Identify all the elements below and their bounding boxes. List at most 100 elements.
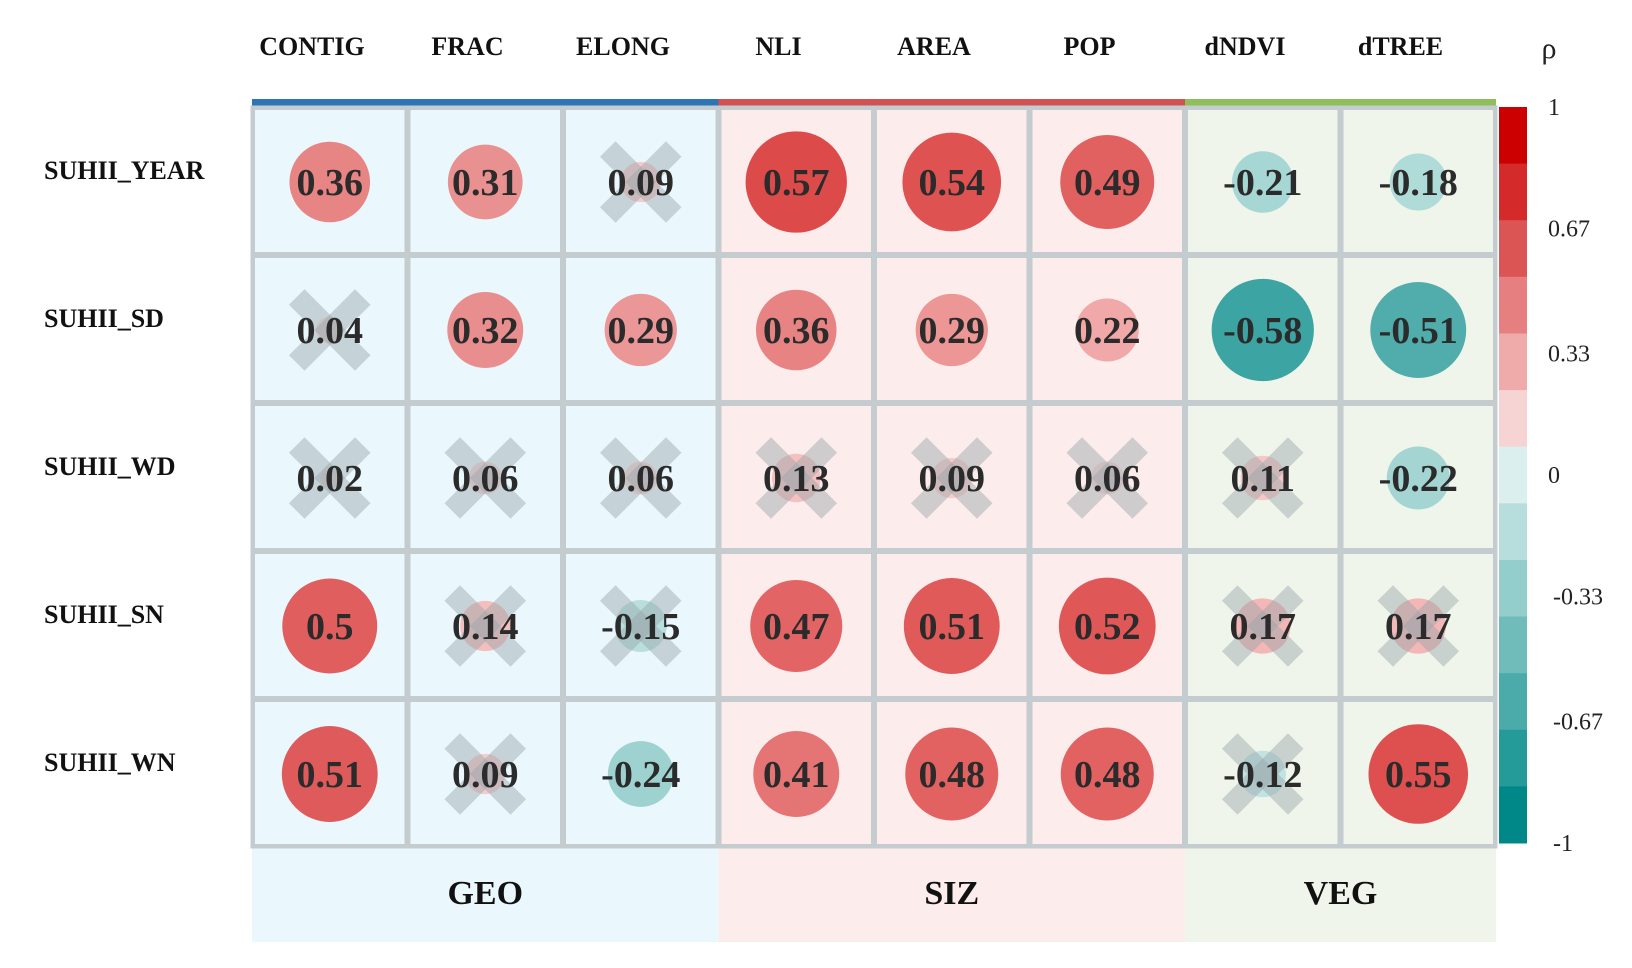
cell-circle — [281, 726, 378, 822]
cell-value-label: 0.11 — [1231, 458, 1295, 500]
cell-circle — [1390, 598, 1446, 654]
cell-circle — [447, 144, 523, 220]
cell-circle — [905, 727, 999, 821]
column-label-pop: POP — [1064, 32, 1116, 61]
not-significant-cross-mark — [1377, 585, 1460, 667]
cell-circle — [604, 293, 677, 367]
colorbar: ρ 1 0.67 0.33 0 -0.33 -0.67 -1 — [1499, 32, 1603, 857]
cell-value-label: 0.48 — [919, 754, 986, 796]
cell-circle — [903, 578, 1000, 674]
cell-border — [874, 551, 1030, 699]
colorbar-segment — [1499, 163, 1527, 221]
group-label-siz: SIZ — [924, 875, 979, 912]
cell-value-label: -0.12 — [1223, 754, 1302, 796]
cell-value-label: 0.54 — [919, 162, 986, 204]
cell-value-label: 0.09 — [452, 754, 519, 796]
not-significant-cross-mark — [1221, 733, 1304, 815]
cell-border — [718, 403, 874, 551]
cell-value-label: 0.57 — [763, 162, 830, 204]
cell-circle — [1058, 577, 1156, 675]
colorbar-segment — [1499, 503, 1527, 561]
colorbar-tick-label: 0.33 — [1548, 342, 1590, 368]
column-label-dndvi: dNDVI — [1205, 32, 1286, 61]
cell-value-label: 0.06 — [608, 458, 675, 500]
cell-value-label: 0.09 — [608, 162, 675, 204]
cell-value-label: 0.06 — [1074, 458, 1141, 500]
colorbar-segment — [1499, 220, 1527, 278]
cell-border — [1185, 255, 1341, 403]
cell-value-label: 0.09 — [919, 458, 986, 500]
not-significant-cross-mark — [599, 585, 682, 667]
not-significant-cross-mark — [1066, 437, 1149, 519]
cell-circle — [745, 131, 847, 233]
not-significant-cross-mark — [288, 289, 371, 371]
cell-value-label: 0.14 — [452, 606, 519, 648]
cell-circle — [750, 579, 843, 673]
cell-value-label: 0.17 — [1385, 606, 1452, 648]
group-color-bars — [252, 99, 1496, 106]
cell-circle — [468, 461, 502, 495]
colorbar-segment — [1499, 559, 1527, 618]
cell-border — [718, 551, 874, 699]
row-label-suhii-year: SUHII_YEAR — [44, 156, 205, 185]
not-significant-cross-mark — [910, 437, 993, 519]
cell-border — [874, 403, 1030, 551]
column-label-area: AREA — [897, 32, 971, 61]
cell-value-label: 0.29 — [608, 310, 675, 352]
cell-circle — [931, 457, 972, 499]
not-significant-cross-mark — [444, 585, 527, 667]
cell-value-label: -0.51 — [1379, 310, 1458, 352]
not-significant-cross-mark — [1221, 585, 1304, 667]
row-label-suhii-wd: SUHII_WD — [44, 452, 175, 481]
cell-circle — [447, 292, 524, 368]
colorbar-segment — [1499, 276, 1527, 334]
colorbar-segment — [1499, 446, 1527, 504]
cell-value-label: -0.15 — [601, 606, 680, 648]
colorbar-segment — [1499, 673, 1527, 731]
colorbar-tick-label: -1 — [1553, 831, 1573, 857]
not-significant-cross-mark — [444, 437, 527, 519]
cell-circle — [282, 578, 378, 674]
not-significant-cross-mark — [599, 141, 682, 223]
cell-value-label: 0.51 — [297, 754, 364, 796]
colorbar-segment — [1499, 333, 1527, 391]
cell-value-label: 0.48 — [1074, 754, 1141, 796]
not-significant-cross-mark — [1221, 585, 1304, 667]
cell-value-label: -0.18 — [1379, 162, 1458, 204]
cell-circle — [1060, 135, 1155, 229]
row-label-suhii-wn: SUHII_WN — [44, 748, 176, 777]
cell-circle — [1235, 598, 1291, 654]
cell-value-label: 0.02 — [297, 458, 364, 500]
cell-circle — [753, 731, 840, 817]
not-significant-cross-mark — [1221, 733, 1304, 815]
cell-circle — [755, 289, 837, 371]
group-labels: GEO SIZ VEG — [447, 875, 1377, 912]
cell-value-label: 0.22 — [1074, 310, 1141, 352]
column-label-elong: ELONG — [576, 32, 670, 61]
heatmap-cells: 0.36 0.31 0.09 0.57 0.54 0.49 -0.21 -0.18 0.04 0.… — [250, 105, 1498, 849]
cell-circle — [915, 293, 988, 367]
cell-value-label: 0.29 — [919, 310, 986, 352]
not-significant-cross-mark — [288, 437, 371, 519]
cell-border — [563, 403, 719, 551]
not-significant-cross-mark — [755, 437, 838, 519]
colorbar-tick-label: -0.67 — [1553, 710, 1603, 736]
cell-value-label: 0.5 — [306, 606, 354, 648]
cell-circle — [1368, 724, 1469, 824]
cell-border — [407, 255, 563, 403]
cell-value-label: 0.55 — [1385, 754, 1452, 796]
row-label-suhii-sn: SUHII_SN — [44, 600, 164, 629]
column-label-contig: CONTIG — [259, 32, 364, 61]
cell-border — [407, 403, 563, 551]
cell-border — [874, 255, 1030, 403]
group-bar-geo — [252, 99, 719, 106]
colorbar-segment — [1499, 786, 1527, 844]
cell-value-label: 0.17 — [1230, 606, 1297, 648]
cell-value-label: -0.22 — [1379, 458, 1458, 500]
row-label-suhii-sd: SUHII_SD — [44, 304, 164, 333]
cell-circle — [607, 741, 674, 807]
group-bar-siz — [718, 99, 1185, 106]
cell-circle — [289, 141, 371, 223]
cell-circle — [902, 132, 1002, 232]
